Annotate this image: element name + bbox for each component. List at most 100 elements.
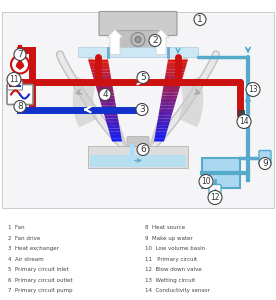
FancyBboxPatch shape	[259, 151, 271, 164]
Polygon shape	[104, 115, 118, 118]
Polygon shape	[91, 69, 110, 73]
Text: 8: 8	[17, 102, 23, 111]
Polygon shape	[156, 128, 168, 132]
Text: 2: 2	[152, 36, 158, 45]
Polygon shape	[106, 122, 119, 125]
Circle shape	[237, 115, 251, 128]
Text: 1: 1	[197, 15, 203, 24]
Circle shape	[208, 190, 222, 205]
FancyBboxPatch shape	[88, 146, 188, 167]
Polygon shape	[102, 109, 117, 112]
Polygon shape	[154, 138, 165, 142]
Text: 10  Low volume basin: 10 Low volume basin	[145, 246, 205, 251]
FancyBboxPatch shape	[202, 158, 240, 188]
Polygon shape	[99, 96, 115, 99]
Text: 4: 4	[102, 90, 108, 99]
FancyBboxPatch shape	[117, 31, 159, 49]
Polygon shape	[100, 102, 116, 105]
FancyBboxPatch shape	[99, 11, 177, 35]
Circle shape	[99, 88, 111, 101]
Polygon shape	[105, 118, 119, 122]
Text: 13  Wetting circuit: 13 Wetting circuit	[145, 278, 195, 283]
Polygon shape	[93, 76, 111, 79]
Circle shape	[135, 37, 141, 43]
FancyBboxPatch shape	[78, 46, 198, 56]
Circle shape	[246, 82, 260, 97]
Polygon shape	[97, 89, 114, 92]
Polygon shape	[165, 76, 183, 79]
FancyBboxPatch shape	[90, 154, 186, 166]
FancyArrow shape	[153, 29, 169, 55]
Circle shape	[137, 143, 149, 155]
Polygon shape	[110, 135, 121, 138]
FancyBboxPatch shape	[7, 81, 23, 90]
Polygon shape	[89, 63, 109, 66]
FancyBboxPatch shape	[2, 11, 274, 208]
Polygon shape	[179, 77, 203, 127]
Polygon shape	[103, 112, 118, 115]
Polygon shape	[163, 86, 180, 89]
Text: 8  Heat source: 8 Heat source	[145, 225, 185, 230]
Circle shape	[7, 73, 21, 86]
Text: 6  Primary circuit outlet: 6 Primary circuit outlet	[8, 278, 73, 283]
Polygon shape	[158, 115, 172, 118]
Circle shape	[11, 56, 29, 74]
Text: 13: 13	[248, 85, 258, 94]
Text: 12: 12	[210, 193, 220, 202]
Text: 4  Air stream: 4 Air stream	[8, 257, 44, 262]
Polygon shape	[160, 105, 174, 109]
FancyBboxPatch shape	[7, 85, 33, 104]
Text: 7: 7	[17, 50, 23, 59]
Polygon shape	[156, 125, 169, 128]
Text: 6: 6	[140, 145, 146, 154]
Polygon shape	[109, 132, 121, 135]
Text: 10: 10	[201, 177, 211, 186]
Circle shape	[136, 103, 148, 116]
Text: 14  Conductivity sensor: 14 Conductivity sensor	[145, 288, 210, 293]
Polygon shape	[158, 112, 173, 115]
Polygon shape	[160, 102, 176, 105]
Circle shape	[14, 49, 26, 61]
Text: 2  Fan drive: 2 Fan drive	[8, 236, 41, 241]
Polygon shape	[108, 128, 120, 132]
Polygon shape	[165, 73, 184, 76]
Polygon shape	[100, 99, 115, 102]
Polygon shape	[98, 92, 114, 96]
Text: 12  Blow down valve: 12 Blow down valve	[145, 267, 201, 272]
Polygon shape	[157, 122, 170, 125]
FancyArrow shape	[107, 29, 123, 55]
Polygon shape	[157, 118, 171, 122]
Polygon shape	[155, 132, 167, 135]
Polygon shape	[92, 73, 111, 76]
FancyBboxPatch shape	[127, 136, 149, 146]
Polygon shape	[163, 82, 181, 86]
Polygon shape	[168, 59, 188, 63]
Polygon shape	[162, 89, 179, 92]
Polygon shape	[162, 92, 178, 96]
Text: 11: 11	[9, 75, 19, 84]
Polygon shape	[102, 105, 116, 109]
Polygon shape	[161, 96, 177, 99]
Text: 9: 9	[262, 159, 268, 168]
Bar	[238, 110, 244, 119]
Text: 3: 3	[139, 105, 145, 114]
Circle shape	[14, 100, 26, 112]
FancyBboxPatch shape	[209, 184, 221, 196]
Circle shape	[137, 71, 149, 83]
Polygon shape	[111, 138, 122, 142]
Polygon shape	[95, 82, 113, 86]
Circle shape	[194, 14, 206, 26]
Text: 9  Make up water: 9 Make up water	[145, 236, 193, 241]
Polygon shape	[166, 66, 186, 69]
Text: 5: 5	[140, 73, 146, 82]
Text: 7  Primary circuit pump: 7 Primary circuit pump	[8, 288, 73, 293]
Polygon shape	[161, 99, 176, 102]
Polygon shape	[94, 79, 112, 82]
Text: 11   Primary circuit: 11 Primary circuit	[145, 257, 197, 262]
Polygon shape	[73, 77, 97, 127]
Polygon shape	[107, 125, 120, 128]
Polygon shape	[96, 86, 113, 89]
Polygon shape	[16, 59, 24, 70]
Text: 3  Heat exchanger: 3 Heat exchanger	[8, 246, 59, 251]
Text: 5  Primary circuit inlet: 5 Primary circuit inlet	[8, 267, 69, 272]
